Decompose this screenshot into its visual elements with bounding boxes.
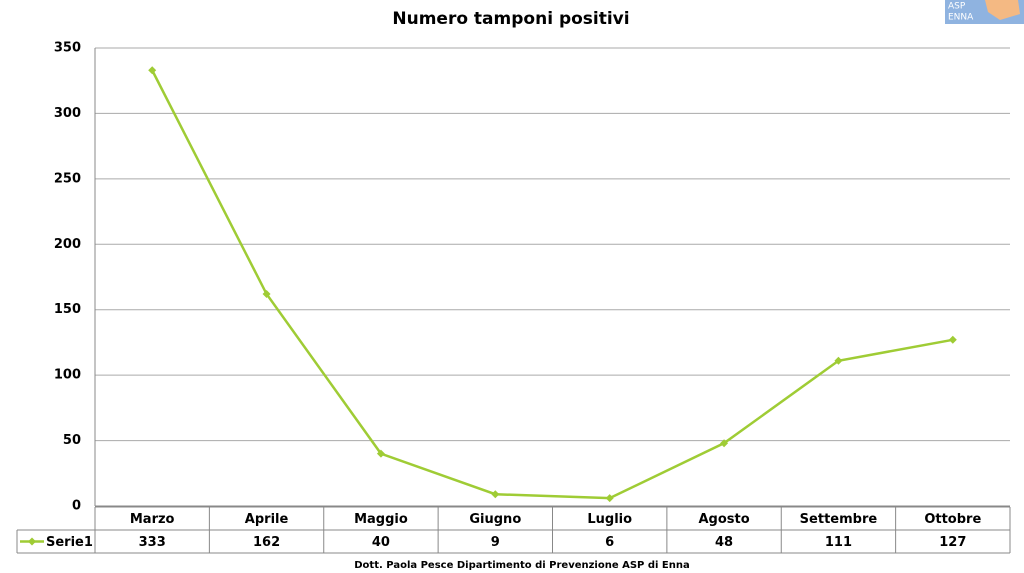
table-value: 48 (715, 535, 733, 550)
y-tick-label: 50 (63, 433, 81, 448)
table-value: 40 (372, 535, 390, 550)
y-tick-label: 150 (54, 302, 81, 317)
y-tick-label: 0 (72, 499, 81, 514)
y-tick-label: 300 (54, 106, 81, 121)
x-tick-label: Giugno (469, 512, 521, 527)
table-value: 9 (491, 535, 500, 550)
logo-map (985, 0, 1020, 20)
point-marker (148, 66, 157, 75)
x-tick-label: Settembre (800, 512, 878, 527)
point-marker (262, 290, 271, 299)
x-tick-label: Aprile (245, 512, 289, 527)
x-tick-label: Ottobre (924, 512, 981, 527)
point-marker (720, 439, 729, 448)
x-tick-label: Marzo (130, 512, 175, 527)
table-value: 111 (825, 535, 852, 550)
point-marker (605, 494, 614, 503)
y-tick-label: 350 (54, 41, 81, 56)
x-tick-label: Maggio (354, 512, 408, 527)
chart-title: Numero tamponi positivi (392, 9, 629, 29)
logo-text: ASP (948, 2, 966, 12)
legend-marker (28, 537, 36, 546)
point-marker (948, 335, 957, 344)
x-tick-label: Luglio (587, 512, 632, 527)
table-value: 162 (253, 535, 280, 550)
series-line (151, 69, 954, 500)
table-value: 127 (939, 535, 966, 550)
point-marker (376, 449, 385, 458)
y-tick-label: 200 (54, 237, 81, 252)
footer: Dott. Paola Pesce Dipartimento di Preven… (354, 560, 690, 571)
table-value: 333 (139, 535, 166, 550)
x-tick-label: Agosto (698, 512, 749, 527)
legend-label: Serie1 (46, 535, 93, 550)
point-marker (834, 356, 843, 365)
y-tick-label: 250 (54, 171, 81, 186)
point-marker (491, 490, 500, 499)
y-tick-label: 100 (54, 368, 81, 383)
logo-text: ENNA (948, 13, 974, 23)
table-value: 6 (605, 535, 614, 550)
